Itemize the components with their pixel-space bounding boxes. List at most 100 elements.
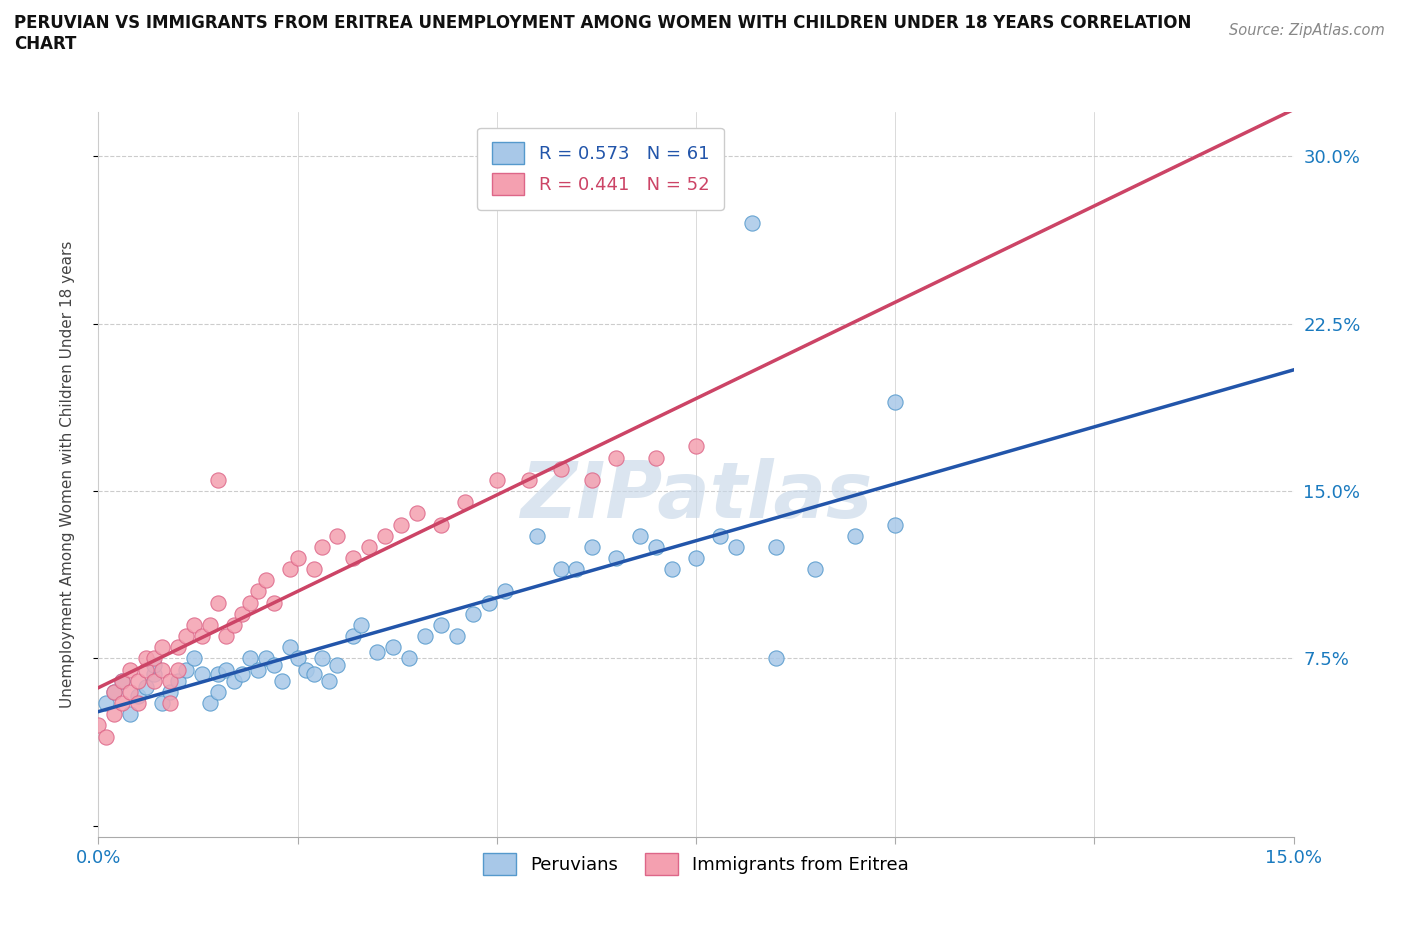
Point (550, 461, 572, 476)
Point (135, 651, 157, 666)
Point (87, 718, 110, 733)
Point (278, 640, 301, 655)
Point (111, 673, 134, 688)
Point (661, 562, 683, 577)
Point (685, 439, 707, 454)
Point (413, 629, 436, 644)
Point (254, 573, 277, 588)
Point (239, 651, 262, 666)
Point (494, 584, 516, 599)
Point (685, 551, 707, 565)
Point (359, 539, 381, 554)
Point (174, 629, 197, 644)
Point (398, 651, 420, 666)
Point (135, 662, 157, 677)
Point (191, 629, 214, 644)
Point (198, 696, 221, 711)
Point (231, 606, 253, 621)
Point (143, 658, 166, 672)
Point (287, 651, 309, 666)
Point (326, 658, 349, 672)
Point (526, 528, 548, 543)
Point (430, 517, 453, 532)
Point (103, 707, 125, 722)
Point (127, 673, 149, 688)
Point (645, 539, 668, 554)
Point (326, 528, 349, 543)
Point (270, 673, 292, 688)
Point (605, 551, 627, 565)
Text: ZIPatlas: ZIPatlas (520, 458, 872, 534)
Point (485, 472, 508, 487)
Point (302, 667, 325, 682)
Point (150, 640, 173, 655)
Point (884, 517, 907, 532)
Point (103, 684, 125, 699)
Point (207, 595, 229, 610)
Point (111, 673, 134, 688)
Point (96, 696, 118, 711)
Point (287, 551, 309, 565)
Point (844, 528, 866, 543)
Text: PERUVIAN VS IMMIGRANTS FROM ERITREA UNEMPLOYMENT AMONG WOMEN WITH CHILDREN UNDER: PERUVIAN VS IMMIGRANTS FROM ERITREA UNEM… (14, 14, 1191, 53)
Point (167, 662, 190, 677)
Point (628, 528, 651, 543)
Point (143, 673, 166, 688)
Point (198, 618, 221, 632)
Point (389, 517, 412, 532)
Point (765, 539, 787, 554)
Point (254, 651, 277, 666)
Point (120, 707, 142, 722)
Point (605, 450, 627, 465)
Point (222, 673, 245, 688)
Point (159, 684, 181, 699)
Point (884, 394, 907, 409)
Point (246, 662, 269, 677)
Point (215, 662, 238, 677)
Point (478, 595, 501, 610)
Point (581, 472, 603, 487)
Point (382, 640, 405, 655)
Point (150, 662, 173, 677)
Point (565, 562, 588, 577)
Point (120, 662, 142, 677)
Point (207, 667, 229, 682)
Point (150, 696, 173, 711)
Point (318, 673, 340, 688)
Point (167, 640, 190, 655)
Point (103, 684, 125, 699)
Point (191, 667, 214, 682)
Point (454, 495, 477, 510)
Point (804, 562, 827, 577)
Legend: Peruvians, Immigrants from Eritrea: Peruvians, Immigrants from Eritrea (477, 846, 915, 883)
Point (741, 216, 763, 231)
Point (294, 662, 316, 677)
Point (278, 562, 301, 577)
Point (143, 667, 166, 682)
Point (263, 658, 285, 672)
Point (96, 729, 118, 744)
Point (461, 606, 484, 621)
Point (406, 506, 429, 521)
Point (350, 618, 373, 632)
Point (127, 689, 149, 704)
Point (263, 595, 285, 610)
Point (709, 528, 731, 543)
Point (143, 651, 166, 666)
Point (239, 595, 262, 610)
Point (374, 528, 396, 543)
Point (207, 684, 229, 699)
Point (366, 644, 388, 659)
Point (550, 562, 572, 577)
Point (127, 696, 149, 711)
Point (342, 629, 364, 644)
Point (207, 472, 229, 487)
Point (246, 584, 269, 599)
Point (159, 696, 181, 711)
Point (111, 696, 134, 711)
Y-axis label: Unemployment Among Women with Children Under 18 years: Unemployment Among Women with Children U… (60, 241, 75, 708)
Point (430, 618, 453, 632)
Point (311, 539, 333, 554)
Point (120, 684, 142, 699)
Point (446, 629, 468, 644)
